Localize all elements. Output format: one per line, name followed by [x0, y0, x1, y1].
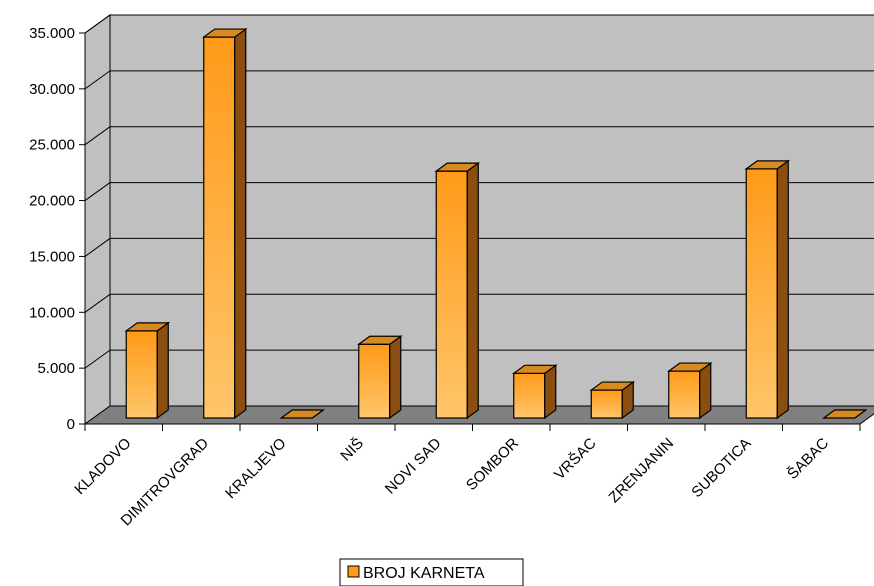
y-tick-label: 35.000	[29, 25, 75, 42]
bar-front	[358, 343, 391, 419]
x-category-label: NIŠ	[337, 435, 367, 465]
x-category-label: NOVI SAD	[382, 435, 445, 498]
bar-side	[699, 361, 712, 420]
bar-side	[156, 321, 169, 420]
x-category-label: SUBOTICA	[688, 435, 754, 501]
bar	[821, 409, 868, 419]
bar-front	[203, 36, 236, 419]
bar-side	[234, 27, 247, 420]
bar-front	[435, 170, 468, 419]
chart-walls	[83, 14, 874, 425]
x-category-label: ZRENJANIN	[606, 435, 678, 507]
y-tick-label: 20.000	[29, 193, 75, 210]
y-tick-label: 30.000	[29, 81, 75, 98]
legend-swatch	[347, 565, 360, 578]
bar-top	[279, 409, 326, 419]
x-category-label: ŠABAC	[784, 435, 832, 483]
side-wall	[84, 14, 111, 425]
gridline-side	[84, 182, 111, 201]
y-tick-label: 15.000	[29, 248, 75, 265]
bar	[124, 321, 171, 420]
gridline-side	[84, 293, 111, 313]
bar-top	[356, 335, 403, 345]
bar-front	[745, 168, 778, 419]
bar	[511, 364, 558, 420]
bar	[279, 409, 326, 419]
bar-side	[466, 161, 479, 420]
bar-top	[589, 381, 636, 391]
y-tick-label: 0	[67, 416, 75, 433]
y-tick-label: 10.000	[29, 304, 75, 321]
bar	[201, 27, 248, 420]
bars	[124, 27, 868, 420]
gridline-side	[84, 238, 111, 257]
x-category-label: KRALJEVO	[222, 435, 289, 502]
y-axis: 0 5.000 10.000 15.000 20.000 25.000 30.000 35.0…	[29, 25, 86, 433]
bar	[356, 335, 403, 420]
bar-top	[511, 364, 558, 374]
bar	[589, 380, 636, 420]
bar-top	[434, 162, 481, 172]
bar-side	[389, 335, 402, 420]
bar	[666, 361, 713, 420]
x-category-label: SOMBOR	[463, 435, 522, 494]
legend-label: BROJ KARNETA	[363, 565, 485, 582]
bar-top	[201, 28, 248, 38]
legend: BROJ KARNETA	[339, 558, 524, 586]
x-category-label: VRŠAC	[551, 435, 600, 484]
gridline-side	[84, 349, 111, 369]
y-tick-label: 25.000	[29, 137, 75, 154]
gridline-side	[84, 14, 111, 34]
gridline-side	[84, 70, 111, 90]
bar-front	[513, 372, 546, 419]
bar-top	[124, 322, 171, 332]
bar-side	[544, 364, 557, 420]
x-category-label: KLADOVO	[71, 435, 134, 498]
bar-front	[125, 330, 158, 419]
legend-box	[339, 558, 524, 586]
bar	[744, 159, 791, 420]
bar-top	[821, 409, 868, 419]
bar-top	[744, 160, 791, 170]
bar	[434, 161, 481, 420]
y-tick-label: 5.000	[37, 360, 75, 377]
bar-side	[776, 159, 789, 420]
gridline-side	[84, 126, 111, 146]
bar-front	[590, 389, 623, 419]
bar-top	[666, 362, 713, 372]
bar-front	[668, 370, 701, 419]
